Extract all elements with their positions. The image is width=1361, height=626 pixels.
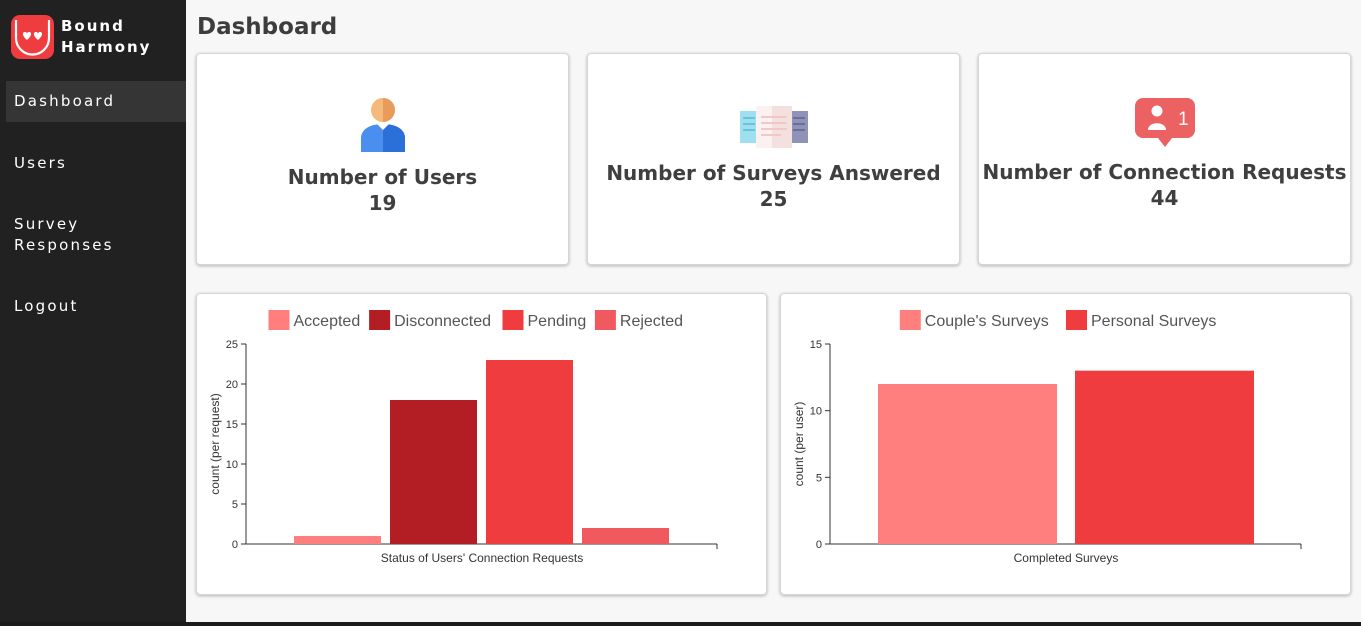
bar-rejected (582, 528, 669, 544)
x-axis-title: Completed Surveys (1014, 551, 1119, 565)
connection-status-bar-chart: Accepted Disconnected Pending Rejected 0 5 10 1… (208, 310, 718, 565)
legend-swatch (899, 310, 921, 330)
legend-label: Pending (528, 313, 587, 330)
legend-label: Rejected (620, 313, 683, 330)
y-tick-label: 15 (810, 339, 822, 351)
legend-swatch (1066, 310, 1087, 330)
legend-label: Personal Surveys (1091, 313, 1216, 330)
heart-logo-icon (11, 15, 54, 59)
stat-value: 25 (759, 187, 788, 211)
chart-card-completed-surveys: Couple's Surveys Personal Surveys 0 5 10 15 Co… (780, 293, 1351, 595)
sidebar-item-survey-responses[interactable]: Survey Responses (6, 214, 156, 256)
window-bottom-edge (0, 622, 1361, 626)
y-tick-label: 25 (226, 339, 238, 351)
bar-couple-s-surveys (878, 384, 1057, 544)
user-icon (360, 98, 405, 152)
stat-card-surveys: Number of Surveys Answered 25 (587, 53, 960, 265)
stat-value: 19 (368, 191, 397, 215)
stat-label: Number of Users (287, 165, 478, 189)
bar-disconnected (390, 400, 477, 544)
y-tick-label: 10 (226, 459, 238, 471)
main-content: Dashboard Number of Users 19 (186, 0, 1361, 626)
notification-badge-icon: 1 (1134, 98, 1195, 147)
y-tick-label: 10 (810, 406, 822, 418)
stat-label: Number of Surveys Answered (606, 161, 941, 185)
y-tick-label: 5 (232, 499, 238, 511)
page-title: Dashboard (197, 14, 338, 40)
legend-label: Disconnected (394, 313, 491, 330)
brand-name-line1: Bound (61, 17, 125, 35)
bar-personal-surveys (1075, 370, 1254, 544)
brand-name-line2: Harmony (61, 38, 152, 56)
sidebar-item-logout[interactable]: Logout (6, 296, 186, 317)
y-axis-title: count (per user) (792, 402, 806, 487)
sidebar-item-label: Users (14, 154, 68, 172)
surveys-icon (739, 106, 808, 148)
sidebar-item-users[interactable]: Users (6, 153, 186, 174)
stat-card-users: Number of Users 19 (196, 53, 569, 265)
bar-pending (486, 360, 573, 544)
sidebar-item-dashboard[interactable]: Dashboard (6, 81, 186, 122)
y-tick-label: 20 (226, 379, 238, 391)
stat-value: 44 (1150, 186, 1179, 210)
stat-label: Number of Connection Requests (982, 160, 1347, 184)
y-tick-label: 0 (816, 539, 822, 551)
y-tick-label: 15 (226, 419, 238, 431)
legend-label: Couple's Surveys (925, 313, 1049, 330)
legend-swatch (594, 310, 616, 330)
legend-swatch (502, 310, 524, 330)
legend-swatch (268, 310, 290, 330)
sidebar-item-label: Logout (14, 297, 79, 315)
bar-accepted (294, 536, 381, 544)
chart-card-connection-status: Accepted Disconnected Pending Rejected 0 5 10 1… (196, 293, 767, 595)
brand[interactable]: Bound Harmony (10, 14, 151, 60)
notification-badge-count: 1 (1178, 109, 1189, 130)
legend-label: Accepted (294, 313, 361, 330)
y-tick-label: 0 (232, 539, 238, 551)
legend-swatch (369, 310, 391, 330)
sidebar-item-label: Survey Responses (14, 215, 114, 254)
sidebar: Bound Harmony Dashboard Users Survey Res… (0, 0, 186, 626)
y-tick-label: 5 (816, 472, 822, 484)
completed-surveys-bar-chart: Couple's Surveys Personal Surveys 0 5 10 15 Co… (792, 310, 1302, 565)
stat-card-connection-requests: 1 Number of Connection Requests 44 (978, 53, 1351, 265)
sidebar-item-label: Dashboard (14, 92, 116, 110)
y-axis-title: count (per request) (208, 393, 222, 494)
x-axis-title: Status of Users' Connection Requests (381, 551, 583, 565)
